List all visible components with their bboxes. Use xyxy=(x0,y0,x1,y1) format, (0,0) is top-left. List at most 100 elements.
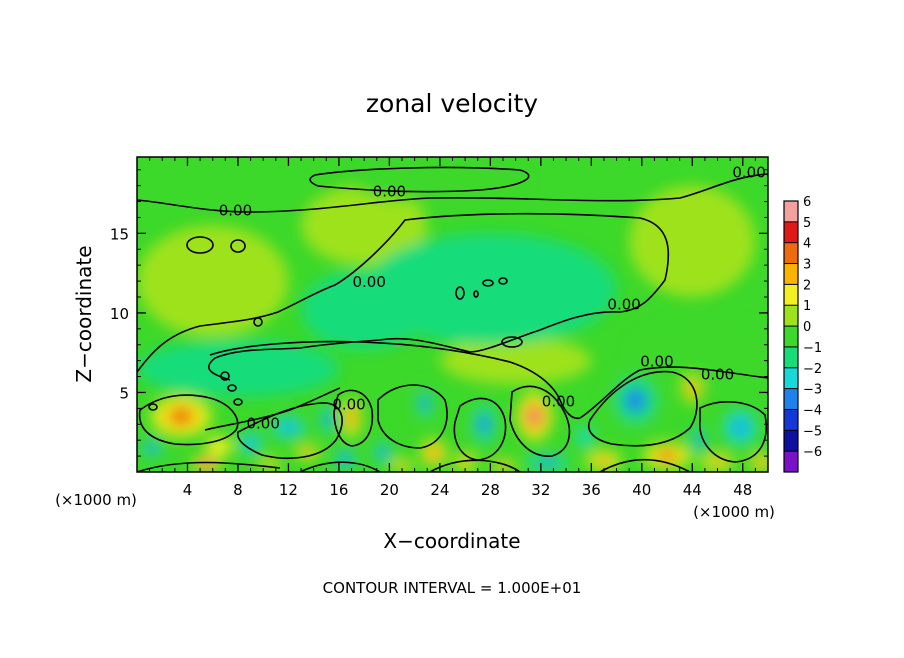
y-tick-label: 15 xyxy=(110,225,129,243)
field-core xyxy=(430,449,438,457)
field-core xyxy=(301,269,428,350)
contour-island xyxy=(498,277,508,285)
contour-line xyxy=(138,394,239,446)
contour-label: 0.00 xyxy=(246,415,279,433)
contour-line xyxy=(237,402,343,460)
colorbar-swatch xyxy=(784,367,798,390)
contour-line xyxy=(333,389,374,447)
colorbar-swatch xyxy=(784,430,798,452)
x-axis-label: X−coordinate xyxy=(383,529,520,553)
x-tick-label: 44 xyxy=(683,481,702,499)
field-core xyxy=(660,452,674,460)
field-core xyxy=(265,461,274,467)
contour-interval-note: CONTOUR INTERVAL = 1.000E+01 xyxy=(323,579,582,597)
contour-island xyxy=(253,317,263,327)
contour-line xyxy=(209,340,581,420)
contour-label: 0.00 xyxy=(353,273,386,291)
field-core xyxy=(539,460,555,465)
colorbar-tick-label: −3 xyxy=(803,383,822,398)
field-core xyxy=(147,443,158,453)
zero-contours xyxy=(137,166,768,472)
field-core xyxy=(304,450,311,455)
field-core xyxy=(711,459,724,466)
field-core xyxy=(695,433,702,447)
field-core xyxy=(420,396,429,411)
contour-island xyxy=(455,286,465,300)
colorbar-frame xyxy=(783,200,799,473)
contour-line xyxy=(579,366,768,419)
field-core xyxy=(137,225,289,337)
field-core xyxy=(378,447,388,459)
field-core xyxy=(439,336,592,385)
contour-line xyxy=(699,401,767,463)
contour-line xyxy=(137,173,768,213)
colorbar-swatch xyxy=(784,346,798,369)
field-core xyxy=(580,431,590,443)
contour-island xyxy=(501,336,523,348)
field-core xyxy=(629,317,768,388)
contour-line xyxy=(453,397,507,461)
x-tick-label: 12 xyxy=(279,481,298,499)
contour-label: 0.00 xyxy=(607,295,640,313)
contour-island xyxy=(227,384,237,392)
colorbar-swatch xyxy=(784,305,798,327)
x-unit-left: (×1000 m) xyxy=(55,491,137,509)
field-layer xyxy=(137,161,768,472)
field-core xyxy=(349,412,355,424)
y-axis-label: Z−coordinate xyxy=(72,245,96,382)
colorbar-tick-label: −4 xyxy=(803,403,822,418)
contour-label: 0.00 xyxy=(701,365,734,383)
colorbar-swatch xyxy=(784,451,798,473)
field-core xyxy=(172,410,190,422)
plot-area: 0.00 0.00 0.00 0.00 0.00 0.00 0.00 0.00 0.00 0.00 xyxy=(137,157,768,472)
contour-island xyxy=(148,403,158,411)
colorbar-swatch xyxy=(784,284,798,306)
x-tick-label: 8 xyxy=(233,481,243,499)
chart-title: zonal velocity xyxy=(366,89,538,118)
contour-labels: 0.00 0.00 0.00 0.00 0.00 0.00 0.00 0.00 0.00 0.00 xyxy=(219,163,766,432)
colorbar-tick-label: 2 xyxy=(803,278,811,293)
colorbar-tick-label: −5 xyxy=(803,424,822,439)
field-core xyxy=(624,388,647,413)
contour-label: 0.00 xyxy=(640,353,673,371)
contour-line xyxy=(599,458,691,472)
contour-line xyxy=(137,461,281,472)
colorbar-swatch xyxy=(784,326,798,348)
field-core xyxy=(301,185,428,266)
field-core xyxy=(758,460,765,465)
x-tick-label: 4 xyxy=(183,481,193,499)
x-unit-right: (×1000 m) xyxy=(693,503,775,521)
field-core xyxy=(397,463,407,468)
contour-label: 0.00 xyxy=(332,396,365,414)
field-core xyxy=(325,412,333,427)
x-axis-ticks: 4 8 12 16 20 24 28 32 36 40 44 48 xyxy=(149,157,756,499)
y-tick-label: 10 xyxy=(110,305,129,323)
colorbar-tick-label: 5 xyxy=(803,216,811,231)
colorbar-tick-label: −2 xyxy=(803,362,822,377)
x-tick-label: 24 xyxy=(430,481,449,499)
colorbar-tick-label: 0 xyxy=(803,320,811,335)
x-tick-label: 48 xyxy=(733,481,752,499)
y-tick-label: 5 xyxy=(119,384,129,402)
contour-line xyxy=(509,385,571,457)
colorbar-swatch xyxy=(784,201,798,223)
contour-island xyxy=(230,239,246,253)
contour-label: 0.00 xyxy=(542,392,575,410)
contour-line xyxy=(309,166,530,193)
field-core xyxy=(282,423,295,432)
colorbar-swatch xyxy=(784,221,798,244)
contour-island xyxy=(233,398,243,406)
colorbar-tick-label: 6 xyxy=(803,195,811,210)
colorbar: 6 5 4 3 2 1 0 −1 −2 −3 −4 −5 −6 xyxy=(783,195,822,473)
x-tick-label: 32 xyxy=(531,481,550,499)
colorbar-swatch xyxy=(784,263,798,285)
contour-island xyxy=(220,371,230,381)
contour-label: 0.00 xyxy=(373,182,406,200)
y-axis-ticks: 5 10 15 xyxy=(110,169,768,457)
contour-line xyxy=(299,461,381,472)
field-core xyxy=(478,414,490,434)
contour-island xyxy=(186,236,214,254)
x-tick-label: 28 xyxy=(481,481,500,499)
field-core xyxy=(530,411,539,422)
contour-line xyxy=(588,370,698,447)
